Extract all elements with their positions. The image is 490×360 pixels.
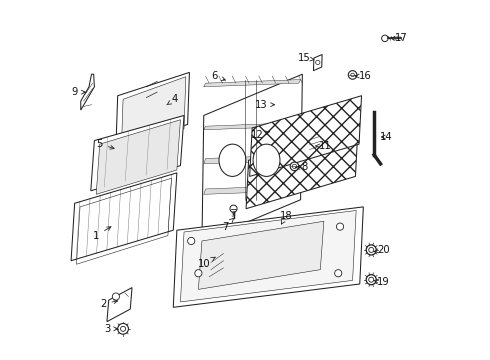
Polygon shape — [204, 155, 300, 164]
Polygon shape — [307, 135, 322, 162]
Polygon shape — [202, 74, 302, 241]
Text: 8: 8 — [295, 162, 307, 172]
Circle shape — [121, 326, 125, 331]
Circle shape — [118, 323, 128, 334]
Text: 2: 2 — [100, 299, 118, 309]
Circle shape — [368, 247, 374, 252]
Text: 11: 11 — [316, 141, 332, 151]
Text: 18: 18 — [280, 211, 293, 224]
Polygon shape — [173, 207, 364, 307]
Polygon shape — [198, 221, 324, 289]
Text: 12: 12 — [251, 130, 270, 140]
Text: 19: 19 — [374, 277, 390, 287]
Ellipse shape — [219, 144, 246, 176]
Text: 13: 13 — [255, 100, 274, 110]
Polygon shape — [204, 123, 300, 130]
Text: 10: 10 — [197, 257, 215, 269]
Text: 1: 1 — [93, 227, 111, 240]
Circle shape — [366, 275, 376, 285]
Polygon shape — [116, 72, 190, 148]
Polygon shape — [81, 74, 95, 110]
Text: 16: 16 — [355, 71, 371, 81]
Circle shape — [293, 164, 296, 168]
Text: 9: 9 — [72, 87, 85, 97]
Circle shape — [335, 270, 342, 277]
Circle shape — [230, 205, 237, 212]
Polygon shape — [91, 116, 184, 191]
Polygon shape — [246, 128, 358, 209]
Text: 5: 5 — [97, 139, 114, 149]
Circle shape — [351, 73, 354, 77]
Text: 17: 17 — [391, 33, 407, 43]
Circle shape — [290, 162, 299, 171]
Circle shape — [188, 237, 195, 244]
Polygon shape — [107, 288, 132, 321]
Circle shape — [195, 270, 202, 277]
Circle shape — [368, 277, 374, 282]
Text: 20: 20 — [374, 245, 390, 255]
Polygon shape — [250, 96, 362, 176]
Polygon shape — [300, 121, 310, 153]
Polygon shape — [207, 244, 225, 293]
Polygon shape — [314, 54, 322, 71]
Ellipse shape — [253, 144, 280, 176]
Text: 14: 14 — [380, 132, 393, 142]
Text: 15: 15 — [298, 53, 314, 63]
Polygon shape — [207, 279, 216, 293]
Circle shape — [382, 35, 388, 41]
Polygon shape — [122, 77, 186, 151]
Polygon shape — [180, 211, 356, 302]
Text: 7: 7 — [222, 218, 234, 231]
Circle shape — [112, 293, 120, 300]
Polygon shape — [96, 120, 180, 194]
Text: 4: 4 — [167, 94, 178, 105]
Circle shape — [366, 245, 376, 255]
Text: 6: 6 — [211, 71, 225, 81]
Polygon shape — [204, 185, 300, 194]
Polygon shape — [71, 173, 177, 261]
Circle shape — [316, 60, 320, 64]
Polygon shape — [204, 80, 300, 87]
Circle shape — [348, 71, 357, 79]
Text: 3: 3 — [104, 324, 118, 334]
Circle shape — [337, 223, 343, 230]
